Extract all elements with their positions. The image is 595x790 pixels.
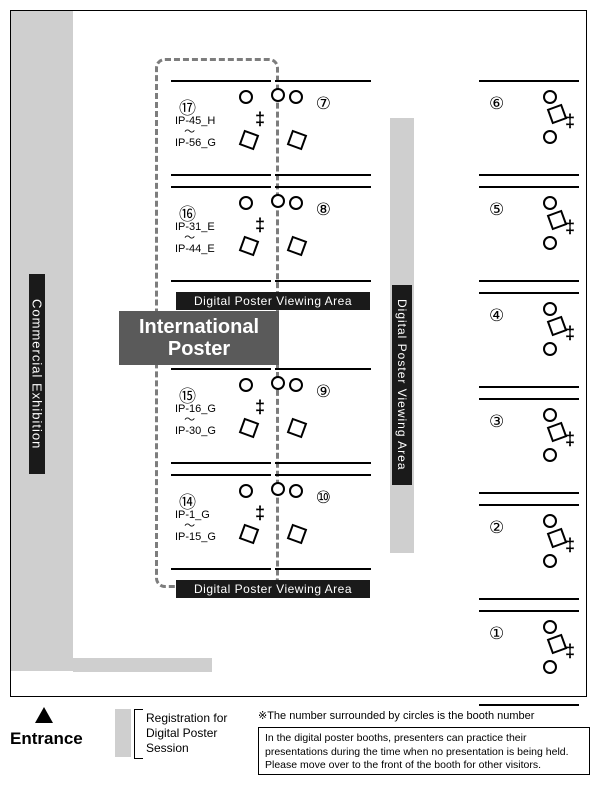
booth-number: ⑥ (489, 94, 504, 114)
booth-number: ② (489, 518, 504, 538)
booth-furniture-icon: ‡ (271, 376, 309, 454)
dpva-label-vertical: Digital Poster Viewing Area (392, 285, 412, 485)
booth-number: ① (489, 624, 504, 644)
booth-furniture-icon: ‡ (237, 376, 275, 454)
entrance-arrow-icon (35, 707, 53, 723)
booth-number: ⑧ (316, 200, 331, 220)
booth-3: ③‡ (479, 398, 579, 494)
booth-11: ⑭IP-1_G ～ IP-15_G‡ (171, 474, 271, 570)
booth-furniture-icon: ‡ (543, 618, 581, 696)
booth-furniture-icon: ‡ (271, 194, 309, 272)
floor-map-frame: Commercial Exhibition International Post… (10, 10, 587, 697)
booth-furniture-icon: ‡ (543, 194, 581, 272)
booth-12: ⑮IP-16_G ～ IP-30_G‡ (171, 368, 271, 464)
dpva-label-lower: Digital Poster Viewing Area (176, 580, 370, 598)
booth-6: ⑥‡ (479, 80, 579, 176)
booth-furniture-icon: ‡ (237, 482, 275, 560)
booth-7: ⑦‡ (275, 80, 371, 176)
legend: Entrance Registration for Digital Poster… (10, 705, 585, 785)
booth-furniture-icon: ‡ (543, 300, 581, 378)
intl-poster-line2: Poster (168, 338, 230, 360)
registration-bracket-icon (134, 709, 143, 759)
booth-number: ③ (489, 412, 504, 432)
registration-swatch (115, 709, 131, 757)
booth-furniture-icon: ‡ (271, 88, 309, 166)
booth-number: ⑤ (489, 200, 504, 220)
booth-ip-range: IP-1_G ～ IP-15_G (175, 510, 216, 543)
intl-poster-line1: International (139, 316, 259, 338)
booth-number: ⑦ (316, 94, 331, 114)
booth-furniture-icon: ‡ (543, 512, 581, 590)
booth-2: ②‡ (479, 504, 579, 600)
booth-4: ④‡ (479, 292, 579, 388)
entrance-label: Entrance (10, 729, 83, 749)
booth-1: ①‡ (479, 610, 579, 706)
registration-label: Registration for Digital Poster Session (146, 711, 227, 756)
booth-furniture-icon: ‡ (543, 406, 581, 484)
booth-14: ⑰IP-45_H ～ IP-56_G‡ (171, 80, 271, 176)
booth-5: ⑤‡ (479, 186, 579, 282)
commercial-exhibition-label: Commercial Exhibition (29, 274, 45, 474)
booth-furniture-icon: ‡ (543, 88, 581, 166)
international-poster-label: International Poster (119, 311, 279, 365)
booth-furniture-icon: ‡ (237, 88, 275, 166)
booth-furniture-icon: ‡ (237, 194, 275, 272)
booth-13: ⑯IP-31_E ～ IP-44_E‡ (171, 186, 271, 282)
booth-8: ⑧‡ (275, 186, 371, 282)
booth-ip-range: IP-45_H ～ IP-56_G (175, 116, 216, 149)
booth-ip-range: IP-31_E ～ IP-44_E (175, 222, 215, 255)
booth-furniture-icon: ‡ (271, 482, 309, 560)
commercial-exhibition-area-ext (73, 658, 212, 672)
booth-10: ⑩‡ (275, 474, 371, 570)
booth-number: ⑩ (316, 488, 331, 508)
dpva-label-upper: Digital Poster Viewing Area (176, 292, 370, 310)
circled-number-footnote: ※The number surrounded by circles is the… (258, 709, 534, 722)
usage-note: In the digital poster booths, presenters… (258, 727, 590, 775)
booth-ip-range: IP-16_G ～ IP-30_G (175, 404, 216, 437)
booth-number: ⑨ (316, 382, 331, 402)
booth-number: ④ (489, 306, 504, 326)
booth-9: ⑨‡ (275, 368, 371, 464)
